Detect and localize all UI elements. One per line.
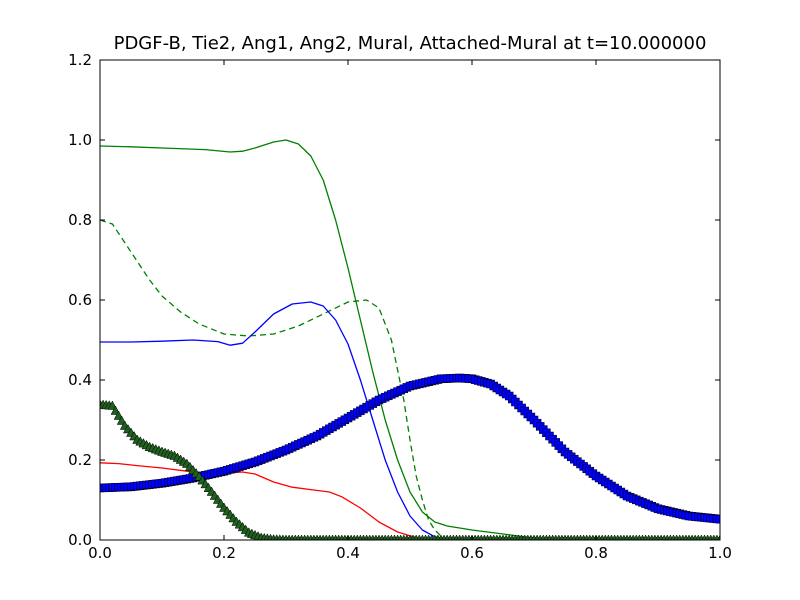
series-line-3	[100, 462, 442, 540]
y-tick-label: 0.2	[68, 451, 92, 469]
x-tick-label: 0.4	[336, 544, 360, 562]
y-tick-label: 1.2	[68, 51, 92, 69]
series-line-2	[100, 301, 448, 540]
series-markers-4	[100, 373, 720, 524]
x-tick-label: 1.0	[708, 544, 732, 562]
series-markers-5	[100, 399, 720, 540]
chart-title: PDGF-B, Tie2, Ang1, Ang2, Mural, Attache…	[114, 33, 707, 54]
series-layer	[100, 139, 720, 540]
x-tick-label: 0.2	[212, 544, 236, 562]
y-tick-label: 1.0	[68, 131, 92, 149]
y-axis: 0.0 0.2 0.4 0.6 0.8 1.0 1.2	[68, 51, 720, 549]
triangle-marker	[717, 534, 720, 540]
x-tick-label: 0.8	[584, 544, 608, 562]
square-marker	[715, 514, 720, 524]
x-tick-label: 0.6	[460, 544, 484, 562]
x-axis: 0.0 0.2 0.4 0.6 0.8 1.0	[88, 60, 732, 562]
y-tick-label: 0.8	[68, 211, 92, 229]
y-tick-label: 0.6	[68, 291, 92, 309]
x-tick-label: 0.0	[88, 544, 112, 562]
series-line-0	[100, 139, 720, 540]
y-tick-label: 0.0	[68, 531, 92, 549]
y-tick-label: 0.4	[68, 371, 92, 389]
series-line-1	[100, 219, 442, 537]
